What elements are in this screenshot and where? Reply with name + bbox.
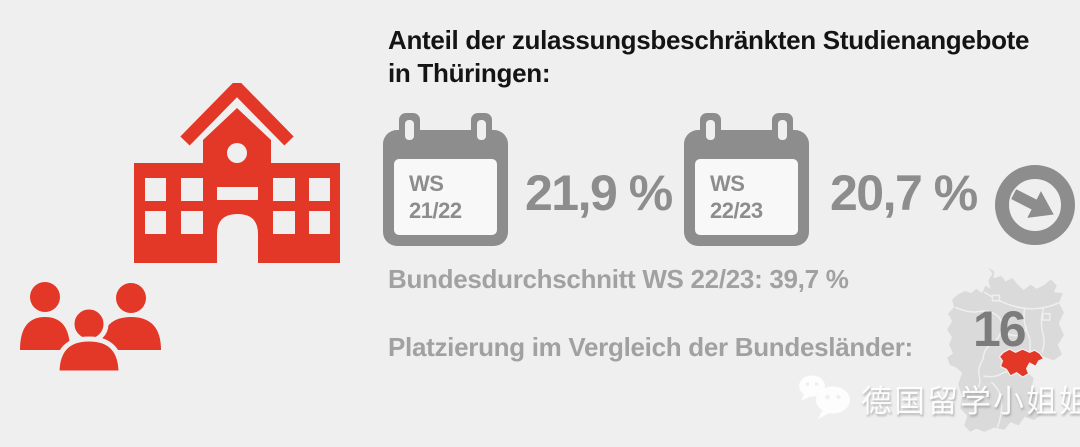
calendar-ring-icon: [772, 113, 793, 148]
stat-ws-22-23: WS 22/23 20,7 %: [684, 113, 1004, 253]
watermark: 德国留学小姐姐: [798, 374, 1080, 422]
national-average-text: Bundesdurchschnitt WS 22/23: 39,7 %: [388, 264, 849, 294]
title-line-2: in Thüringen:: [388, 58, 551, 88]
germany-map-thuringia-highlighted: 16: [939, 262, 1080, 437]
calendar-label: WS 21/22: [394, 159, 497, 235]
students-group-icon: [10, 276, 170, 381]
calendar-ring-icon: [471, 113, 492, 148]
calendar-label-line1: WS: [710, 170, 745, 196]
rank-number: 16: [973, 301, 1027, 357]
school-building-icon: [133, 78, 343, 268]
calendar-label-line2: 22/23: [710, 198, 763, 223]
stat-value: 21,9 %: [525, 165, 673, 221]
calendar-label: WS 22/23: [695, 159, 798, 235]
thuringia-highlight: [998, 348, 1045, 378]
page-title: Anteil der zulassungsbeschränkten Studie…: [388, 24, 1078, 90]
calendar-icon: WS 22/23: [684, 113, 809, 246]
title-line-1: Anteil der zulassungsbeschränkten Studie…: [388, 25, 1030, 55]
calendar-ring-icon: [700, 113, 721, 148]
calendar-icon: WS 21/22: [383, 113, 508, 246]
watermark-text: 德国留学小姐姐: [861, 383, 1080, 419]
calendar-label-line2: 21/22: [409, 198, 462, 223]
calendar-label-line1: WS: [409, 170, 444, 196]
wechat-icon: [799, 375, 850, 419]
arrow-down-right-circle-icon: [994, 164, 1076, 251]
stat-ws-21-22: WS 21/22 21,9 %: [383, 113, 703, 253]
stat-value: 20,7 %: [830, 165, 978, 221]
ranking-label: Platzierung im Vergleich der Bundeslände…: [388, 332, 913, 362]
calendar-ring-icon: [399, 113, 420, 148]
